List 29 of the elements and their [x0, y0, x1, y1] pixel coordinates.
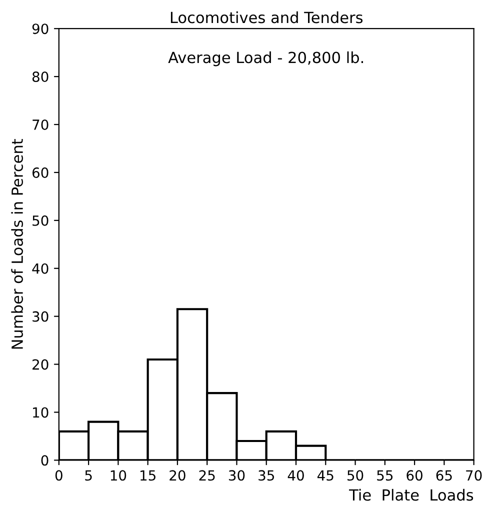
y-tick-label: 30 — [32, 311, 48, 322]
x-tick-label: 65 — [436, 470, 452, 481]
y-tick-label: 0 — [41, 455, 48, 466]
annotation: Average Load - 20,800 lb. — [168, 51, 364, 66]
x-tick-label: 60 — [406, 470, 422, 481]
y-tick-label: 70 — [32, 119, 48, 130]
x-tick-label: 20 — [170, 470, 186, 481]
x-tick-label: 45 — [317, 470, 334, 481]
x-tick-label: 0 — [55, 470, 62, 481]
x-tick-label: 10 — [110, 470, 126, 481]
x-tick-label: 15 — [140, 470, 156, 481]
x-tick-label: 35 — [258, 470, 274, 481]
x-tick-label: 40 — [288, 470, 304, 481]
y-tick-label: 20 — [32, 359, 48, 370]
x-tick-label: 30 — [228, 470, 245, 481]
y-tick-label: 50 — [32, 215, 48, 226]
y-tick-label: 40 — [32, 263, 48, 274]
x-tick-label: 25 — [199, 470, 215, 481]
x-tick-label: 50 — [348, 470, 364, 481]
x-tick-label: 70 — [466, 470, 482, 481]
y-tick-label: 80 — [32, 72, 48, 82]
x-axis-title: Tie Plate Loads — [349, 488, 474, 501]
y-axis-title: Number of Loads in Percent — [11, 139, 24, 349]
y-tick-label: 60 — [32, 167, 48, 178]
x-tick-label: 5 — [85, 470, 92, 481]
y-tick-label: 90 — [32, 24, 48, 34]
x-tick-label: 55 — [377, 470, 393, 481]
y-tick-label: 10 — [33, 407, 48, 418]
chart-title: Locomotives and Tenders — [170, 11, 363, 24]
